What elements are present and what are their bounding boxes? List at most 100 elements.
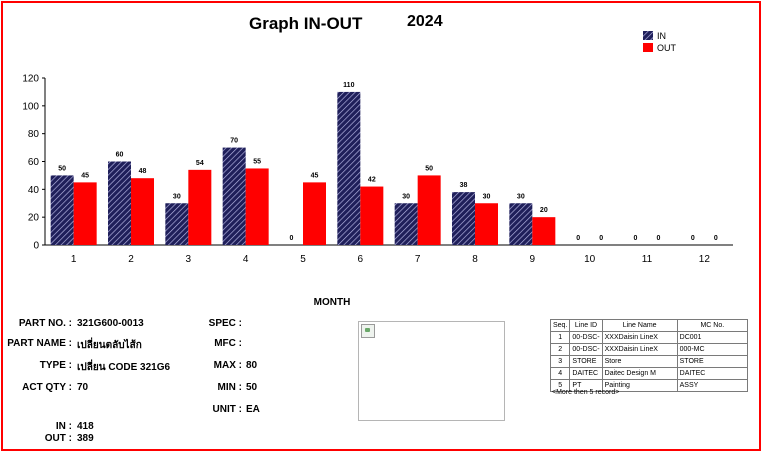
in-data-label: 50 xyxy=(58,165,66,172)
cell-line-name: Store xyxy=(601,355,678,368)
out-data-label: 48 xyxy=(139,168,147,175)
out-bar xyxy=(475,203,498,245)
out-data-label: 0 xyxy=(714,235,718,242)
min-label: MIN : xyxy=(217,382,242,393)
out-total-value: 389 xyxy=(77,433,94,444)
table-row[interactable]: 5 PT Painting ASSY xyxy=(549,379,749,392)
max-value: 80 xyxy=(246,360,258,371)
in-data-label: 38 xyxy=(460,182,468,189)
x-tick-label: 1 xyxy=(71,254,77,265)
x-tick-label: 9 xyxy=(530,254,536,265)
cell-line-name: XXXDaisin LineX xyxy=(601,331,678,344)
out-bar xyxy=(73,182,97,245)
part-name-value: เปลี่ยนตลับไส้ก xyxy=(77,340,142,351)
out-data-label: 0 xyxy=(657,235,661,242)
table-header-row: Seq. Line ID Line Name MC No. xyxy=(549,319,749,332)
x-tick-label: 5 xyxy=(300,254,306,265)
out-bar xyxy=(188,169,212,245)
broken-image-icon xyxy=(361,324,375,338)
in-bar xyxy=(222,147,246,245)
out-data-label: 55 xyxy=(253,158,261,165)
cell-mc-no: ASSY xyxy=(676,379,749,392)
cell-line-name: XXXDaisin LineX xyxy=(601,343,678,356)
chart-title: Graph IN-OUT xyxy=(249,14,363,33)
in-legend-label: IN xyxy=(657,31,666,41)
cell-seq: 1 xyxy=(549,331,571,344)
in-data-label: 110 xyxy=(343,82,354,89)
out-bar xyxy=(417,175,441,245)
in-bar xyxy=(509,203,533,245)
in-total-value: 418 xyxy=(77,421,94,432)
table-row[interactable]: 1 00-DSC- XXXDaisin LineX DC001 xyxy=(549,331,749,344)
cell-line-id: DAITEC xyxy=(569,367,603,380)
cell-line-id: PT xyxy=(569,379,603,392)
table-row[interactable]: 4 DAITEC Daitec Design M DAITEC xyxy=(549,367,749,380)
cell-mc-no: DAITEC xyxy=(676,367,749,380)
in-data-label: 0 xyxy=(290,235,294,242)
out-data-label: 30 xyxy=(483,193,491,200)
in-legend-swatch xyxy=(643,31,653,40)
in-data-label: 0 xyxy=(576,235,580,242)
x-tick-label: 4 xyxy=(243,254,249,265)
max-label: MAX : xyxy=(213,360,242,371)
cell-mc-no: STORE xyxy=(676,355,749,368)
table-row[interactable]: 2 00-DSC- XXXDaisin LineX 000-MC xyxy=(549,343,749,356)
cell-line-id: 00-DSC- xyxy=(569,331,603,344)
y-tick-label: 120 xyxy=(22,74,39,85)
in-bar xyxy=(394,203,418,245)
in-total-label: IN : xyxy=(55,421,72,432)
y-tick-label: 0 xyxy=(33,241,39,252)
part-no-value: 321G600-0013 xyxy=(77,318,144,329)
x-tick-label: 6 xyxy=(358,254,364,265)
cell-seq: 4 xyxy=(549,367,571,380)
cell-mc-no: 000-MC xyxy=(676,343,749,356)
cell-mc-no: DC001 xyxy=(676,331,749,344)
out-total-label: OUT : xyxy=(44,433,72,444)
in-data-label: 0 xyxy=(691,235,695,242)
in-data-label: 70 xyxy=(230,138,238,145)
more-records-note: <More then 5 record> xyxy=(552,389,620,396)
cell-seq: 5 xyxy=(549,379,571,392)
out-data-label: 45 xyxy=(311,172,319,179)
out-bar xyxy=(303,182,326,245)
out-bar xyxy=(532,217,556,245)
unit-value: EA xyxy=(246,404,260,415)
cell-line-id: 00-DSC- xyxy=(569,343,603,356)
mfc-label: MFC : xyxy=(214,338,242,349)
cell-line-name: Daitec Design M xyxy=(601,367,678,380)
col-line-name-header: Line Name xyxy=(601,319,678,332)
out-data-label: 50 xyxy=(425,165,433,172)
in-data-label: 60 xyxy=(116,152,124,159)
out-data-label: 45 xyxy=(81,172,89,179)
act-qty-value: 70 xyxy=(77,382,89,393)
out-data-label: 54 xyxy=(196,160,204,167)
out-bar xyxy=(245,168,269,245)
y-tick-label: 100 xyxy=(22,101,39,112)
table-row[interactable]: 3 STORE Store STORE xyxy=(549,355,749,368)
bar-chart: 0204060801001201504526048330544705550456… xyxy=(22,31,733,308)
x-tick-label: 8 xyxy=(472,254,478,265)
line-table: Seq. Line ID Line Name MC No. 1 00-DSC- … xyxy=(549,319,749,392)
in-bar xyxy=(165,203,189,245)
x-axis-label: MONTH xyxy=(314,297,351,308)
out-bar xyxy=(360,186,384,245)
out-data-label: 20 xyxy=(540,207,548,214)
cell-line-id: STORE xyxy=(569,355,603,368)
y-tick-label: 40 xyxy=(28,185,40,196)
part-no-label: PART NO. : xyxy=(18,318,72,329)
cell-seq: 2 xyxy=(549,343,571,356)
in-bar xyxy=(452,192,475,245)
x-tick-label: 2 xyxy=(128,254,134,265)
y-tick-label: 20 xyxy=(28,213,40,224)
x-tick-label: 11 xyxy=(642,254,653,265)
part-image xyxy=(358,321,505,421)
in-data-label: 30 xyxy=(517,193,525,200)
out-legend-swatch xyxy=(643,43,653,52)
out-bar xyxy=(131,178,154,245)
in-bar xyxy=(108,161,131,245)
x-tick-label: 7 xyxy=(415,254,421,265)
in-data-label: 30 xyxy=(402,193,410,200)
spec-label: SPEC : xyxy=(208,318,242,329)
act-qty-label: ACT QTY : xyxy=(22,382,72,393)
chart-year: 2024 xyxy=(407,13,443,30)
